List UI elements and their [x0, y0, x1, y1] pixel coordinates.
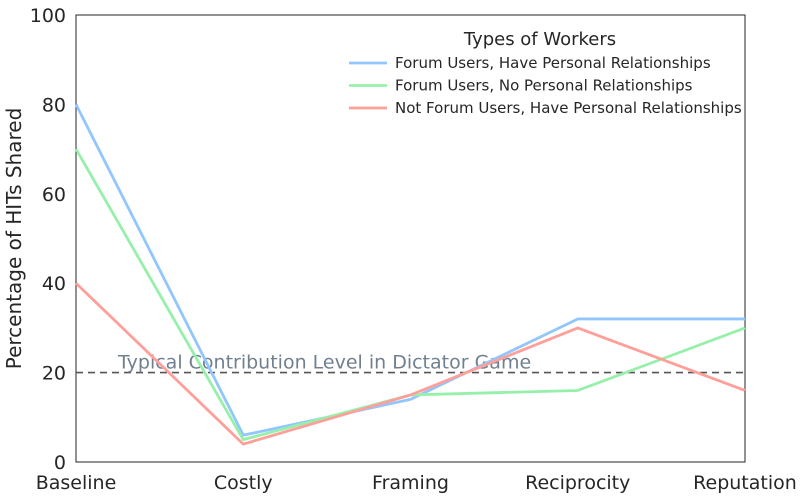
reference-line-label: Typical Contribution Level in Dictator G… — [117, 352, 531, 374]
y-axis-title: Percentage of HITs Shared — [2, 108, 26, 370]
y-tick-label: 0 — [54, 452, 66, 474]
x-axis: Baseline Costly Framing Reciprocity Reputati… — [36, 472, 797, 494]
y-tick-label: 60 — [42, 184, 66, 206]
x-tick-label: Reciprocity — [525, 472, 630, 494]
plot-area — [75, 14, 746, 463]
legend-label: Not Forum Users, Have Personal Relations… — [395, 99, 742, 117]
legend-title: Types of Workers — [463, 29, 616, 50]
y-axis: 0 20 40 60 80 100 — [30, 5, 66, 474]
y-tick-label: 40 — [42, 273, 66, 295]
legend-label: Forum Users, Have Personal Relationships — [395, 54, 711, 72]
plot-frame — [75, 14, 746, 463]
y-tick-label: 100 — [30, 5, 66, 27]
series-line-1 — [74, 103, 745, 437]
series-line-3 — [75, 282, 746, 446]
series-lines — [74, 103, 746, 446]
x-tick-label: Costly — [214, 472, 273, 494]
y-tick-label: 80 — [42, 94, 66, 116]
y-tick-label: 20 — [42, 363, 66, 385]
legend: Types of Workers Forum Users, Have Perso… — [349, 29, 742, 117]
legend-label: Forum Users, No Personal Relationships — [395, 77, 693, 95]
x-tick-label: Framing — [372, 472, 449, 494]
x-tick-label: Baseline — [36, 472, 117, 494]
x-tick-label: Reputation — [693, 472, 797, 494]
